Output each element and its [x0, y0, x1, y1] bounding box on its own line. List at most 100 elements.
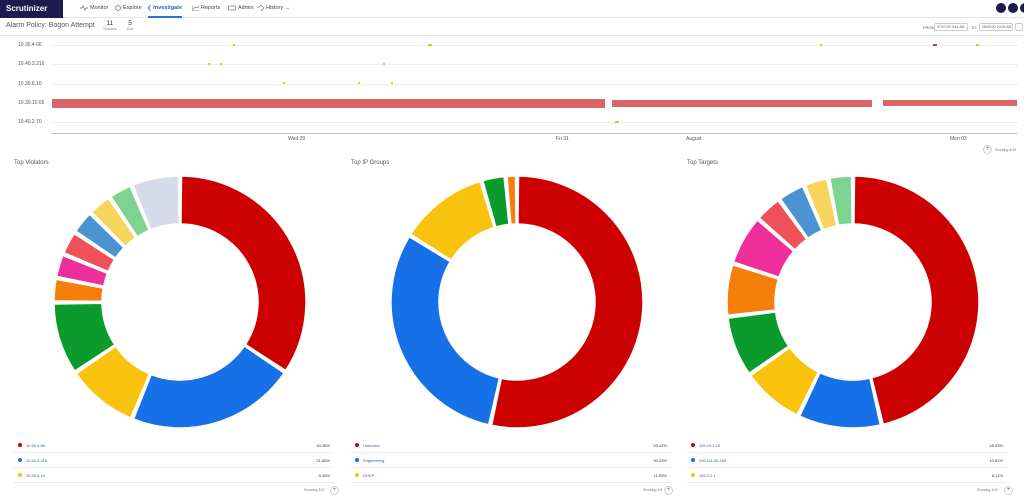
- donut-slice[interactable]: [804, 177, 838, 231]
- row-gridline: [52, 45, 1017, 46]
- event-marker[interactable]: [383, 63, 385, 65]
- nav-history[interactable]: History →: [258, 0, 290, 18]
- panel-title-top-violators: Top Violators: [14, 160, 49, 166]
- event-marker[interactable]: [208, 63, 210, 65]
- donut-slice[interactable]: [53, 302, 116, 373]
- donut-slice[interactable]: [758, 199, 808, 251]
- event-marker[interactable]: [283, 82, 285, 84]
- panel-title-top-ip-groups: Top IP Groups: [351, 160, 390, 166]
- donut-slice[interactable]: [828, 175, 853, 227]
- settings-icon[interactable]: [1008, 3, 1018, 13]
- nav-admin[interactable]: Admin: [228, 0, 254, 18]
- nav-label: Reports: [201, 5, 221, 11]
- add-button[interactable]: +: [983, 145, 992, 154]
- event-marker[interactable]: [976, 44, 979, 46]
- row-gridline: [52, 122, 1017, 123]
- donut-slice[interactable]: [727, 311, 790, 375]
- from-date-input[interactable]: 07/27/20 3:44 AM: [934, 23, 968, 31]
- donut-slice[interactable]: [726, 263, 780, 316]
- legend-row[interactable]: 100.111.25.189 10.81%: [687, 453, 1007, 468]
- app-logo[interactable]: Scrutinizer: [0, 0, 63, 18]
- to-date-input[interactable]: 08/03/20 10:03 AM: [979, 23, 1013, 31]
- row-label: 10.30.4.66: [18, 42, 42, 48]
- stat-exp: 5 Exp: [127, 20, 133, 31]
- legend-row[interactable]: Unknown 53.42%: [351, 438, 671, 453]
- donut-slice[interactable]: [390, 235, 501, 426]
- from-label: FROM: [923, 25, 935, 30]
- page-title: Alarm Policy: Bogon Attempt: [6, 22, 95, 29]
- x-axis: [52, 133, 1017, 134]
- stat-value: 5: [128, 20, 132, 27]
- donut-slice[interactable]: [853, 175, 980, 426]
- legend-row[interactable]: DHCP 11.59%: [351, 468, 671, 483]
- history-icon: [258, 5, 264, 11]
- legend-row[interactable]: 192.0.2.1 8.11%: [687, 468, 1007, 483]
- legend-name: 100.111.25.189: [699, 458, 727, 463]
- nav-explore[interactable]: Explore: [115, 0, 142, 18]
- legend-row[interactable]: Engineering 30.43%: [351, 453, 671, 468]
- user-icon[interactable]: [1020, 3, 1024, 13]
- donut-slice[interactable]: [63, 232, 116, 273]
- donut-slice[interactable]: [481, 175, 510, 228]
- donut-slice[interactable]: [55, 254, 109, 288]
- event-marker[interactable]: [820, 44, 822, 46]
- donut-slice[interactable]: [131, 175, 180, 231]
- row-label: 10.30.10.66: [18, 100, 45, 106]
- legend-row[interactable]: 10.30.6.10 9.38%: [14, 468, 334, 483]
- add-button[interactable]: +: [1004, 486, 1013, 495]
- panel-title-top-targets: Top Targets: [687, 160, 718, 166]
- compass-icon: [115, 5, 121, 11]
- legend-swatch: [355, 443, 359, 447]
- event-marker[interactable]: [933, 44, 937, 46]
- donut-slice[interactable]: [490, 175, 644, 429]
- nav-reports[interactable]: Reports: [192, 0, 220, 18]
- nav-label: Investigate: [153, 5, 182, 11]
- nav-label: History →: [266, 5, 291, 11]
- donut-slice[interactable]: [53, 278, 105, 303]
- donut-slice[interactable]: [749, 346, 820, 416]
- violation-bar[interactable]: [883, 100, 1017, 106]
- legend-swatch: [355, 473, 359, 477]
- legend-percent: 34.38%: [316, 443, 330, 448]
- violation-bar[interactable]: [612, 100, 872, 107]
- violation-bar[interactable]: [52, 99, 605, 108]
- donut-slice[interactable]: [779, 185, 823, 240]
- legend-row[interactable]: 10.30.4.66 34.38%: [14, 438, 334, 453]
- add-button[interactable]: +: [664, 486, 673, 495]
- chart-icon: [192, 5, 199, 11]
- legend-row[interactable]: 199.19.1.10 46.33%: [687, 438, 1007, 453]
- legend-percent: 11.59%: [653, 473, 667, 478]
- calendar-button[interactable]: [1015, 23, 1023, 31]
- event-marker[interactable]: [428, 44, 432, 46]
- add-button[interactable]: +: [330, 486, 339, 495]
- legend-swatch: [18, 458, 22, 462]
- legend-percent: 53.42%: [653, 443, 667, 448]
- donut-slice[interactable]: [180, 175, 307, 372]
- search-icon[interactable]: [996, 3, 1006, 13]
- event-marker[interactable]: [615, 121, 619, 123]
- top-nav: Scrutinizer Monitor Explore Investigate …: [0, 0, 1024, 18]
- donut-slice[interactable]: [732, 219, 795, 279]
- nav-investigate[interactable]: Investigate: [148, 0, 182, 18]
- donut-slice[interactable]: [90, 197, 137, 248]
- donut-slice[interactable]: [798, 371, 882, 429]
- nav-monitor[interactable]: Monitor: [80, 0, 108, 18]
- legend-percent: 10.81%: [989, 458, 1003, 463]
- event-marker[interactable]: [233, 44, 235, 46]
- to-label: TO: [971, 25, 977, 30]
- legend-percent: 9.38%: [318, 473, 330, 478]
- donut-slice[interactable]: [109, 185, 151, 238]
- legend-row[interactable]: 10.40.3.216 21.88%: [14, 453, 334, 468]
- event-marker[interactable]: [358, 82, 360, 84]
- donut-slice[interactable]: [506, 175, 517, 226]
- pulse-icon: [80, 5, 88, 11]
- event-marker[interactable]: [391, 82, 393, 84]
- x-tick-label: Fri 31: [556, 136, 569, 142]
- event-marker[interactable]: [220, 63, 222, 65]
- donut-slice[interactable]: [74, 213, 126, 260]
- donut-slice[interactable]: [409, 180, 495, 262]
- donut-slice[interactable]: [132, 344, 286, 429]
- row-gridline: [52, 64, 1017, 65]
- donut-slice[interactable]: [75, 345, 151, 419]
- legend-name: 10.30.4.66: [26, 443, 45, 448]
